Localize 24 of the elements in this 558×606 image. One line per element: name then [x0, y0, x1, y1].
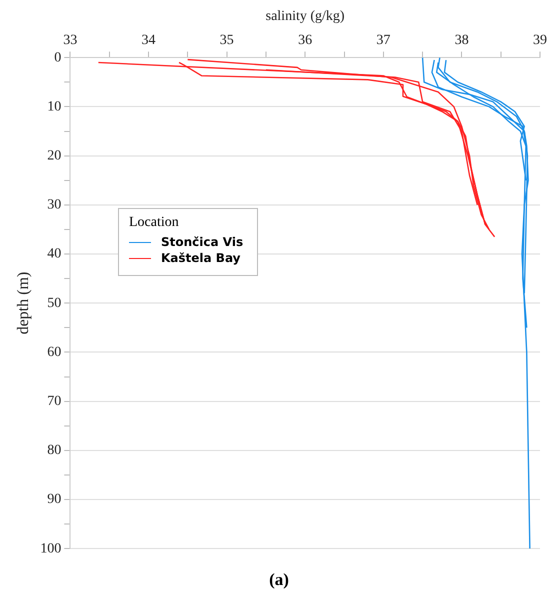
x-tick-label: 33 [63, 32, 78, 48]
legend-label: Stončica Vis [161, 235, 244, 249]
y-tick-label: 80 [47, 443, 62, 458]
y-tick-label: 10 [47, 99, 62, 114]
text: (a) [268, 570, 290, 590]
x-tick-label: 34 [142, 32, 156, 48]
x-axis-title: salinity (g/kg) [266, 9, 345, 24]
y-tick-label: 60 [47, 344, 62, 360]
y-tick-label: 40 [47, 246, 62, 262]
legend-label: Kaštela Bay [161, 251, 240, 265]
y-axis-title: depth (m) [14, 272, 32, 334]
y-tick-label: 20 [47, 148, 62, 164]
x-tick-label: 35 [220, 32, 234, 48]
y-tick-label: 30 [47, 198, 62, 213]
y-tick-label: 50 [47, 296, 62, 311]
y-tick-label: 100 [40, 541, 62, 556]
x-tick-label: 37 [376, 32, 390, 48]
x-tick-label: 36 [298, 32, 312, 48]
x-tick-label: 39 [533, 32, 547, 48]
x-tick-label: 38 [454, 32, 469, 48]
y-tick-label: 70 [47, 394, 62, 409]
y-tick-label: 0 [54, 50, 62, 66]
y-tick-label: 90 [47, 492, 62, 508]
legend-title: Location [129, 215, 180, 231]
